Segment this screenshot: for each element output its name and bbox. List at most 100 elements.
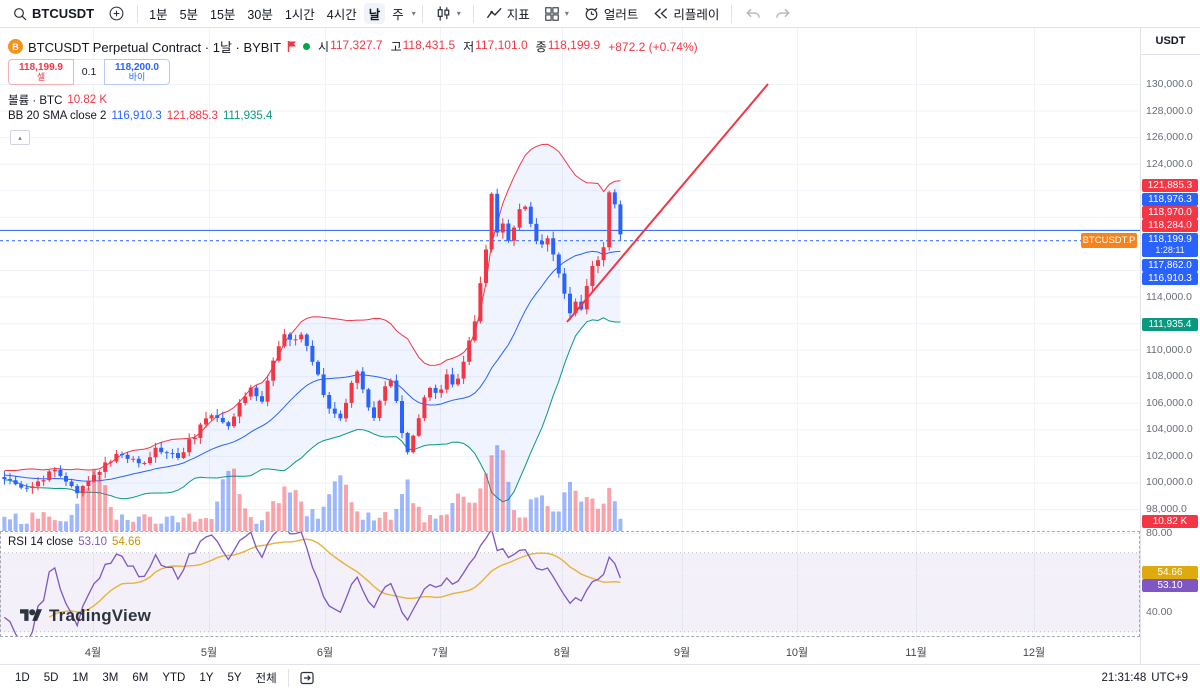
- market-status-icon: [303, 43, 311, 50]
- rsi-legend[interactable]: RSI 14 close 53.10 54.66: [8, 536, 141, 548]
- toolbar-separator: [421, 4, 423, 23]
- chart-title: BTCUSDT Perpetual Contract · 1날 · BYBIT: [28, 40, 282, 55]
- watermark-text: TradingView: [49, 606, 152, 625]
- indicators-label: 지표: [506, 8, 530, 22]
- time-axis-label: 5월: [200, 647, 218, 659]
- price-axis-label: 114,000.0: [1146, 290, 1192, 303]
- bollinger-legend[interactable]: BB 20 SMA close 2 116,910.3 121,885.3 11…: [8, 110, 272, 122]
- range-6m[interactable]: 6M: [132, 672, 149, 684]
- buy-button[interactable]: 118,200.0 바이: [104, 59, 170, 85]
- price-axis-tag: 116,910.3: [1142, 272, 1198, 285]
- timeframe-1week[interactable]: 주: [392, 8, 404, 22]
- time-axis-label: 4월: [84, 647, 102, 659]
- goto-date-button[interactable]: [293, 667, 321, 689]
- time-axis-label: 6월: [316, 647, 334, 659]
- price-axis-label: 102,000.0: [1146, 449, 1193, 462]
- undo-button[interactable]: [738, 3, 767, 25]
- legend-collapse-button[interactable]: ▴: [10, 130, 30, 145]
- clock-timezone: UTC+9: [1151, 672, 1188, 684]
- chart-type-button[interactable]: ▾: [429, 3, 467, 25]
- chevron-down-icon: ▾: [564, 9, 569, 18]
- ohlc-close: 종 118,199.9: [535, 38, 601, 54]
- timeframe-30min[interactable]: 30분: [247, 8, 273, 22]
- range-5y[interactable]: 5Y: [227, 672, 242, 684]
- price-change: +872.2 (+0.74%): [608, 39, 698, 54]
- alert-label: 얼러트: [603, 8, 639, 22]
- price-axis-label: 130,000.0: [1146, 78, 1193, 90]
- price-axis[interactable]: USDT 130,000.0 128,000.0 126,000.0 124,000.…: [1140, 28, 1200, 664]
- rsi-pane-svg[interactable]: [0, 531, 1140, 637]
- range-3m[interactable]: 3M: [102, 672, 119, 684]
- plus-icon: [109, 6, 124, 21]
- toolbar-separator: [287, 669, 289, 687]
- toolbar-separator: [731, 4, 733, 23]
- volume-legend[interactable]: 볼륨 · BTC 10.82 K: [8, 92, 107, 108]
- price-axis-label: 100,000.0: [1146, 476, 1193, 489]
- range-1y[interactable]: 1Y: [199, 672, 214, 684]
- replay-label: 리플레이: [673, 8, 720, 22]
- range-1m[interactable]: 1M: [72, 672, 89, 684]
- timeframe-1day[interactable]: 날: [363, 3, 386, 24]
- replay-icon: [654, 8, 668, 19]
- quantity-field[interactable]: 0.1: [74, 59, 104, 85]
- bb-basis-value: 116,910.3: [111, 110, 162, 122]
- undo-icon: [746, 8, 761, 18]
- clock[interactable]: 21:31:48 UTC+9: [1101, 672, 1192, 684]
- top-toolbar: BTCUSDT 1분 5분 15분 30분 1시간 4시간 날 주 ▾ ▾ 지표…: [0, 0, 1200, 28]
- range-all[interactable]: 전체: [255, 673, 277, 685]
- current-price-tag: 118,199.9 1:28:11: [1142, 233, 1198, 257]
- alert-clock-icon: [585, 7, 598, 21]
- volume-title: 볼륨 · BTC: [8, 95, 63, 107]
- timeframe-15min[interactable]: 15분: [210, 8, 236, 22]
- replay-button[interactable]: 리플레이: [646, 3, 725, 25]
- chart-legend[interactable]: B BTCUSDT Perpetual Contract · 1날 · BYBI…: [8, 37, 698, 56]
- indicators-icon: [486, 7, 502, 19]
- time-axis-label: 11월: [905, 647, 927, 659]
- axis-currency-label[interactable]: USDT: [1141, 28, 1200, 55]
- price-axis-label: 98,000.0: [1146, 503, 1187, 515]
- redo-button[interactable]: [769, 3, 798, 25]
- layout-button[interactable]: ▾: [538, 3, 575, 25]
- timeframe-1hour[interactable]: 1시간: [284, 8, 315, 22]
- rsi-pane[interactable]: [0, 531, 1140, 637]
- time-axis[interactable]: 4월 5월 6월 7월 8월 9월 10월 11월 12월: [0, 637, 1140, 664]
- symbol-price-tag: BTCUSDT.P: [1081, 233, 1137, 248]
- add-symbol-button[interactable]: [102, 3, 131, 25]
- search-icon: [14, 7, 27, 20]
- alert-button[interactable]: 얼러트: [577, 3, 645, 25]
- price-axis-tag: 121,885.3: [1142, 179, 1198, 192]
- price-axis-tag: 118,970.0: [1142, 206, 1198, 219]
- current-price-value: 118,199.9: [1148, 234, 1192, 245]
- buy-label: 바이: [128, 71, 146, 82]
- flag-icon[interactable]: [286, 40, 298, 53]
- range-ytd[interactable]: YTD: [162, 672, 186, 684]
- range-1d[interactable]: 1D: [15, 672, 30, 684]
- goto-date-icon: [300, 671, 314, 685]
- timeframe-5min[interactable]: 5분: [179, 8, 199, 22]
- price-axis-label: 124,000.0: [1146, 157, 1193, 170]
- indicators-button[interactable]: 지표: [480, 3, 536, 25]
- trade-panel: 118,199.9 셀 0.1 118,200.0 바이: [8, 59, 170, 85]
- timeframe-4hour[interactable]: 4시간: [326, 8, 357, 22]
- time-axis-label: 10월: [785, 647, 809, 659]
- ohlc-high: 고 118,431.5: [390, 38, 456, 54]
- price-axis-tag: 118,284.0: [1142, 219, 1198, 232]
- sell-button[interactable]: 118,199.9 셀: [8, 59, 74, 85]
- range-5d[interactable]: 5D: [43, 672, 59, 684]
- price-axis-tag: 111,935.4: [1142, 318, 1198, 331]
- rsi-axis-tag: 53.10: [1142, 579, 1198, 592]
- volume-value: 10.82 K: [67, 94, 108, 106]
- symbol-name: BTCUSDT: [32, 6, 95, 21]
- price-axis-label: 104,000.0: [1146, 423, 1193, 436]
- timeframe-1min[interactable]: 1분: [149, 8, 168, 22]
- symbol-search-button[interactable]: BTCUSDT: [6, 3, 100, 25]
- price-axis-label: 126,000.0: [1146, 131, 1193, 144]
- bb-upper-value: 121,885.3: [166, 110, 218, 122]
- main-chart-svg[interactable]: [0, 28, 1140, 531]
- ohlc-open: 시 117,327.7: [318, 38, 383, 54]
- interval-chevron-down-icon[interactable]: ▾: [411, 9, 416, 18]
- toolbar-separator: [137, 4, 139, 23]
- price-axis-label: 128,000.0: [1146, 104, 1193, 117]
- ohlc-low: 저 117,101.0: [463, 38, 528, 54]
